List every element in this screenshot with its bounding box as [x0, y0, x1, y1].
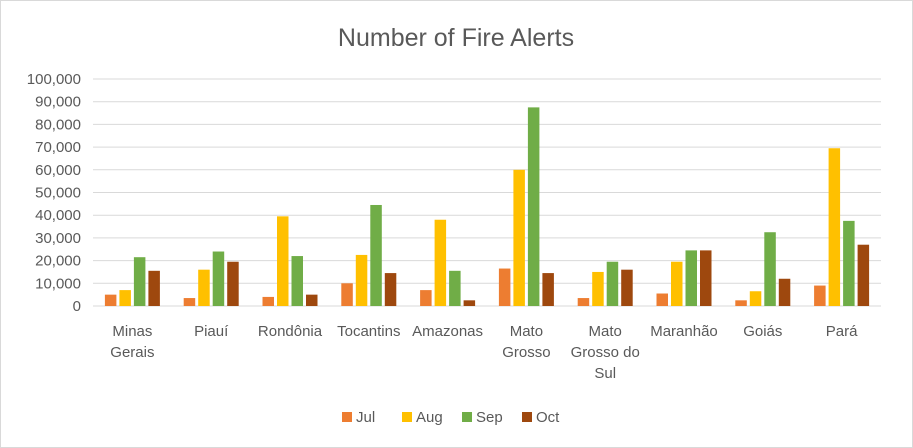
category-label: Amazonas [412, 323, 483, 340]
bar-aug [355, 254, 368, 306]
bar-oct [700, 250, 712, 306]
bar-oct [306, 294, 318, 306]
legend-swatch-jul [342, 412, 352, 422]
bar-jul [341, 283, 353, 306]
bar-oct [148, 270, 160, 306]
bar-sep [133, 257, 146, 306]
gridlines [93, 78, 881, 307]
bar-sep [843, 220, 855, 306]
y-tick-label: 10,000 [35, 275, 81, 292]
y-tick-label: 100,000 [27, 71, 81, 88]
category-label: Rondônia [258, 323, 323, 340]
category-label: Piauí [194, 323, 229, 340]
category-label: Pará [826, 323, 858, 340]
bar-oct [463, 300, 476, 306]
bar-jul [262, 296, 274, 306]
legend-label-sep: Sep [476, 409, 503, 426]
category-label: Mato Grosso [502, 323, 550, 361]
bar-oct [778, 278, 791, 306]
bars [104, 107, 870, 306]
bar-jul [656, 293, 668, 306]
y-tick-label: 30,000 [35, 230, 81, 247]
chart-title: Number of Fire Alerts [338, 24, 574, 52]
category-label: Minas Gerais [110, 323, 154, 361]
bar-sep [212, 251, 225, 306]
bar-aug [277, 216, 289, 306]
bar-aug [434, 219, 447, 306]
bar-oct [384, 273, 397, 306]
bar-sep [370, 204, 382, 306]
bar-sep [449, 270, 461, 306]
bar-jul [735, 300, 747, 306]
legend-swatch-aug [402, 412, 412, 422]
bar-jul [577, 298, 590, 306]
y-tick-label: 0 [73, 298, 81, 315]
bar-sep [527, 107, 540, 306]
legend-label-aug: Aug [416, 409, 443, 426]
category-label: Mato Grosso do Sul [571, 323, 640, 382]
bar-aug [749, 291, 762, 306]
y-tick-label: 90,000 [35, 94, 81, 111]
bar-sep [291, 256, 303, 306]
legend-swatch-oct [522, 412, 532, 422]
bar-jul [420, 290, 432, 306]
bar-aug [119, 290, 131, 306]
bar-oct [227, 261, 239, 306]
legend: Jul Aug Sep Oct [342, 409, 560, 426]
y-axis: 0 10,000 20,000 30,000 40,000 50,000 60,000 70,… [27, 71, 81, 315]
bar-aug [592, 271, 604, 306]
y-tick-label: 20,000 [35, 253, 81, 270]
bar-aug [828, 148, 841, 306]
y-tick-label: 40,000 [35, 207, 81, 224]
bar-jul [814, 285, 826, 306]
bar-oct [621, 269, 633, 306]
bar-aug [671, 261, 683, 306]
bar-jul [183, 298, 196, 306]
bar-sep [685, 250, 697, 306]
y-tick-label: 50,000 [35, 185, 81, 202]
bar-oct [857, 244, 870, 306]
legend-label-jul: Jul [356, 409, 375, 426]
y-tick-label: 60,000 [35, 162, 81, 179]
x-axis: Minas Gerais Piauí Rondônia Tocantins Amazona… [110, 323, 858, 382]
y-tick-label: 80,000 [35, 116, 81, 133]
category-label: Maranhão [650, 323, 718, 340]
bar-oct [542, 273, 554, 306]
y-tick-label: 70,000 [35, 139, 81, 156]
bar-jul [104, 294, 117, 306]
category-label: Tocantins [337, 323, 400, 340]
bar-sep [606, 261, 619, 306]
bar-aug [198, 269, 210, 306]
legend-swatch-sep [462, 412, 472, 422]
bar-jul [498, 268, 511, 306]
bar-aug [513, 169, 525, 306]
category-label: Goiás [743, 323, 782, 340]
bar-sep [764, 232, 776, 306]
legend-label-oct: Oct [536, 409, 560, 426]
